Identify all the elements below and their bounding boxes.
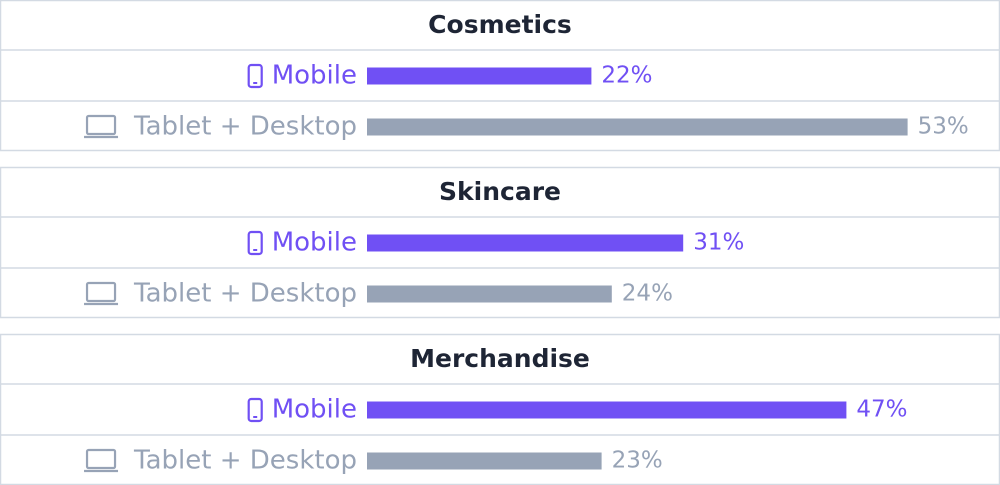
bar: [367, 234, 684, 252]
value-label: 53%: [918, 114, 969, 140]
laptop-icon: [85, 448, 117, 470]
value-label: 23%: [612, 448, 663, 474]
bar: [367, 401, 847, 419]
laptop-icon: [85, 114, 117, 136]
value-label: 47%: [856, 397, 907, 423]
chart-group: Cosmetics Mobile 22% Tablet + Desktop 53%: [0, 0, 1000, 152]
chart-group: Merchandise Mobile 47% Tablet + Desktop 23%: [0, 333, 1000, 485]
row-label: Tablet + Desktop: [133, 279, 357, 309]
bar: [367, 67, 592, 85]
laptop-icon: [85, 281, 117, 303]
row-label: Mobile: [272, 395, 357, 425]
mobile-icon: [247, 63, 263, 89]
group-title: Cosmetics: [428, 10, 572, 39]
row-label: Tablet + Desktop: [133, 112, 357, 142]
group-title: Merchandise: [410, 344, 590, 373]
mobile-icon: [247, 397, 263, 423]
mobile-icon: [247, 230, 263, 256]
row-label: Tablet + Desktop: [133, 446, 357, 476]
bar: [367, 285, 612, 303]
group-title: Skincare: [439, 177, 561, 206]
row-label: Mobile: [272, 228, 357, 258]
value-label: 24%: [622, 281, 673, 307]
chart-group: Skincare Mobile 31% Tablet + Desktop 24%: [0, 166, 1000, 319]
bar: [367, 452, 602, 470]
bar: [367, 118, 908, 136]
value-label: 31%: [693, 230, 744, 256]
row-label: Mobile: [272, 61, 357, 91]
value-label: 22%: [601, 63, 652, 89]
